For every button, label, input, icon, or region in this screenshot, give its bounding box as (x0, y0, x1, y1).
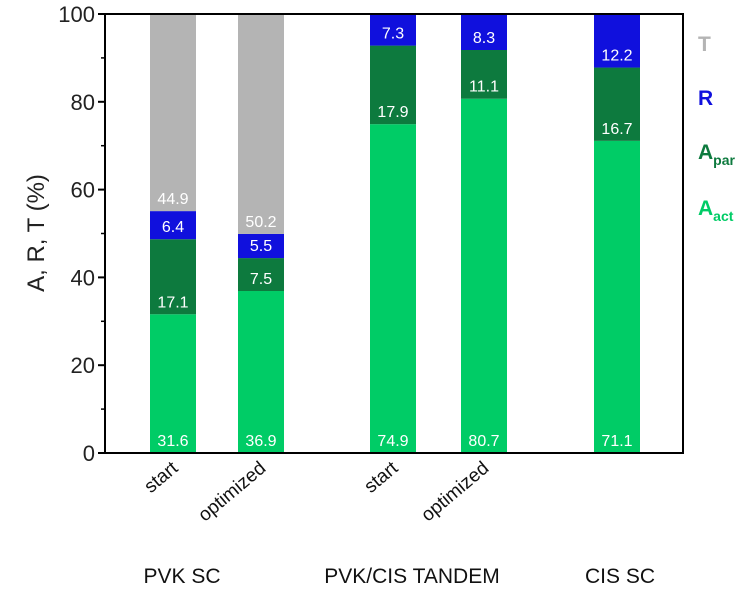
x-category-label: optimized (194, 458, 270, 526)
y-tick-label: 100 (58, 2, 95, 27)
x-group-labels: PVK SC PVK/CIS TANDEM CIS SC (143, 565, 655, 588)
data-label: 17.9 (377, 104, 408, 121)
bars-layer (150, 13, 640, 454)
y-axis-title: A, R, T (%) (23, 174, 50, 292)
x-category-label: start (140, 457, 182, 497)
bar-segment-t (238, 13, 284, 234)
bar-segment-aact (150, 314, 196, 453)
x-group-label: PVK SC (143, 565, 220, 588)
legend-entry-r: R (698, 87, 713, 110)
y-tick-label: 80 (71, 90, 95, 115)
bar-segment-r (238, 233, 284, 259)
data-label: 11.1 (469, 79, 499, 96)
data-label: 31.6 (157, 433, 188, 450)
bar-segment-aact (594, 140, 640, 453)
bar-segment-aact (238, 291, 284, 453)
bar-segment-apar (370, 45, 416, 125)
data-label: 8.3 (473, 30, 495, 47)
legend: T R Apar Aact (698, 33, 736, 224)
x-group-label: PVK/CIS TANDEM (324, 565, 499, 588)
y-tick-label: 20 (71, 353, 95, 378)
data-label: 16.7 (601, 121, 632, 138)
bar-segment-apar (594, 67, 640, 141)
bar-segment-aact (461, 98, 507, 454)
data-label: 5.5 (250, 238, 272, 255)
bar-segment-r (370, 13, 416, 46)
data-label: 7.5 (250, 271, 272, 288)
data-label: 17.1 (157, 294, 188, 311)
legend-entry-aact: Aact (698, 197, 734, 224)
bar-segment-apar (150, 239, 196, 315)
data-label: 50.2 (245, 214, 276, 231)
y-tick-label: 60 (71, 178, 95, 203)
y-tick-label: 40 (71, 265, 95, 290)
data-labels-layer: 31.6 17.1 6.4 44.9 36.9 7.5 5.5 50.2 74.9 17.9 7.3… (157, 26, 632, 450)
x-category-label: start (360, 457, 402, 497)
data-label: 6.4 (162, 219, 184, 236)
bar-segment-r (594, 14, 640, 68)
data-label: 7.3 (382, 26, 404, 43)
legend-entry-apar: Apar (698, 141, 736, 168)
y-tick-label: 0 (83, 441, 95, 466)
data-label: 71.1 (601, 433, 632, 450)
data-label: 74.9 (377, 433, 408, 450)
bar-segment-aact (370, 124, 416, 454)
data-label: 12.2 (601, 48, 632, 65)
bar-segment-apar (238, 258, 284, 292)
bar-segment-r (150, 211, 196, 240)
x-group-label: CIS SC (585, 565, 655, 588)
data-label: 80.7 (468, 433, 499, 450)
legend-entry-t: T (698, 33, 711, 56)
x-category-label: optimized (417, 458, 493, 526)
y-axis: 0 20 40 60 80 100 (58, 2, 105, 466)
bar-segment-apar (461, 49, 507, 99)
bar-segment-r (461, 13, 507, 50)
x-category-labels: start optimized start optimized (140, 457, 493, 526)
data-label: 36.9 (245, 433, 276, 450)
bar-segment-t (150, 14, 196, 212)
data-label: 44.9 (157, 191, 188, 208)
